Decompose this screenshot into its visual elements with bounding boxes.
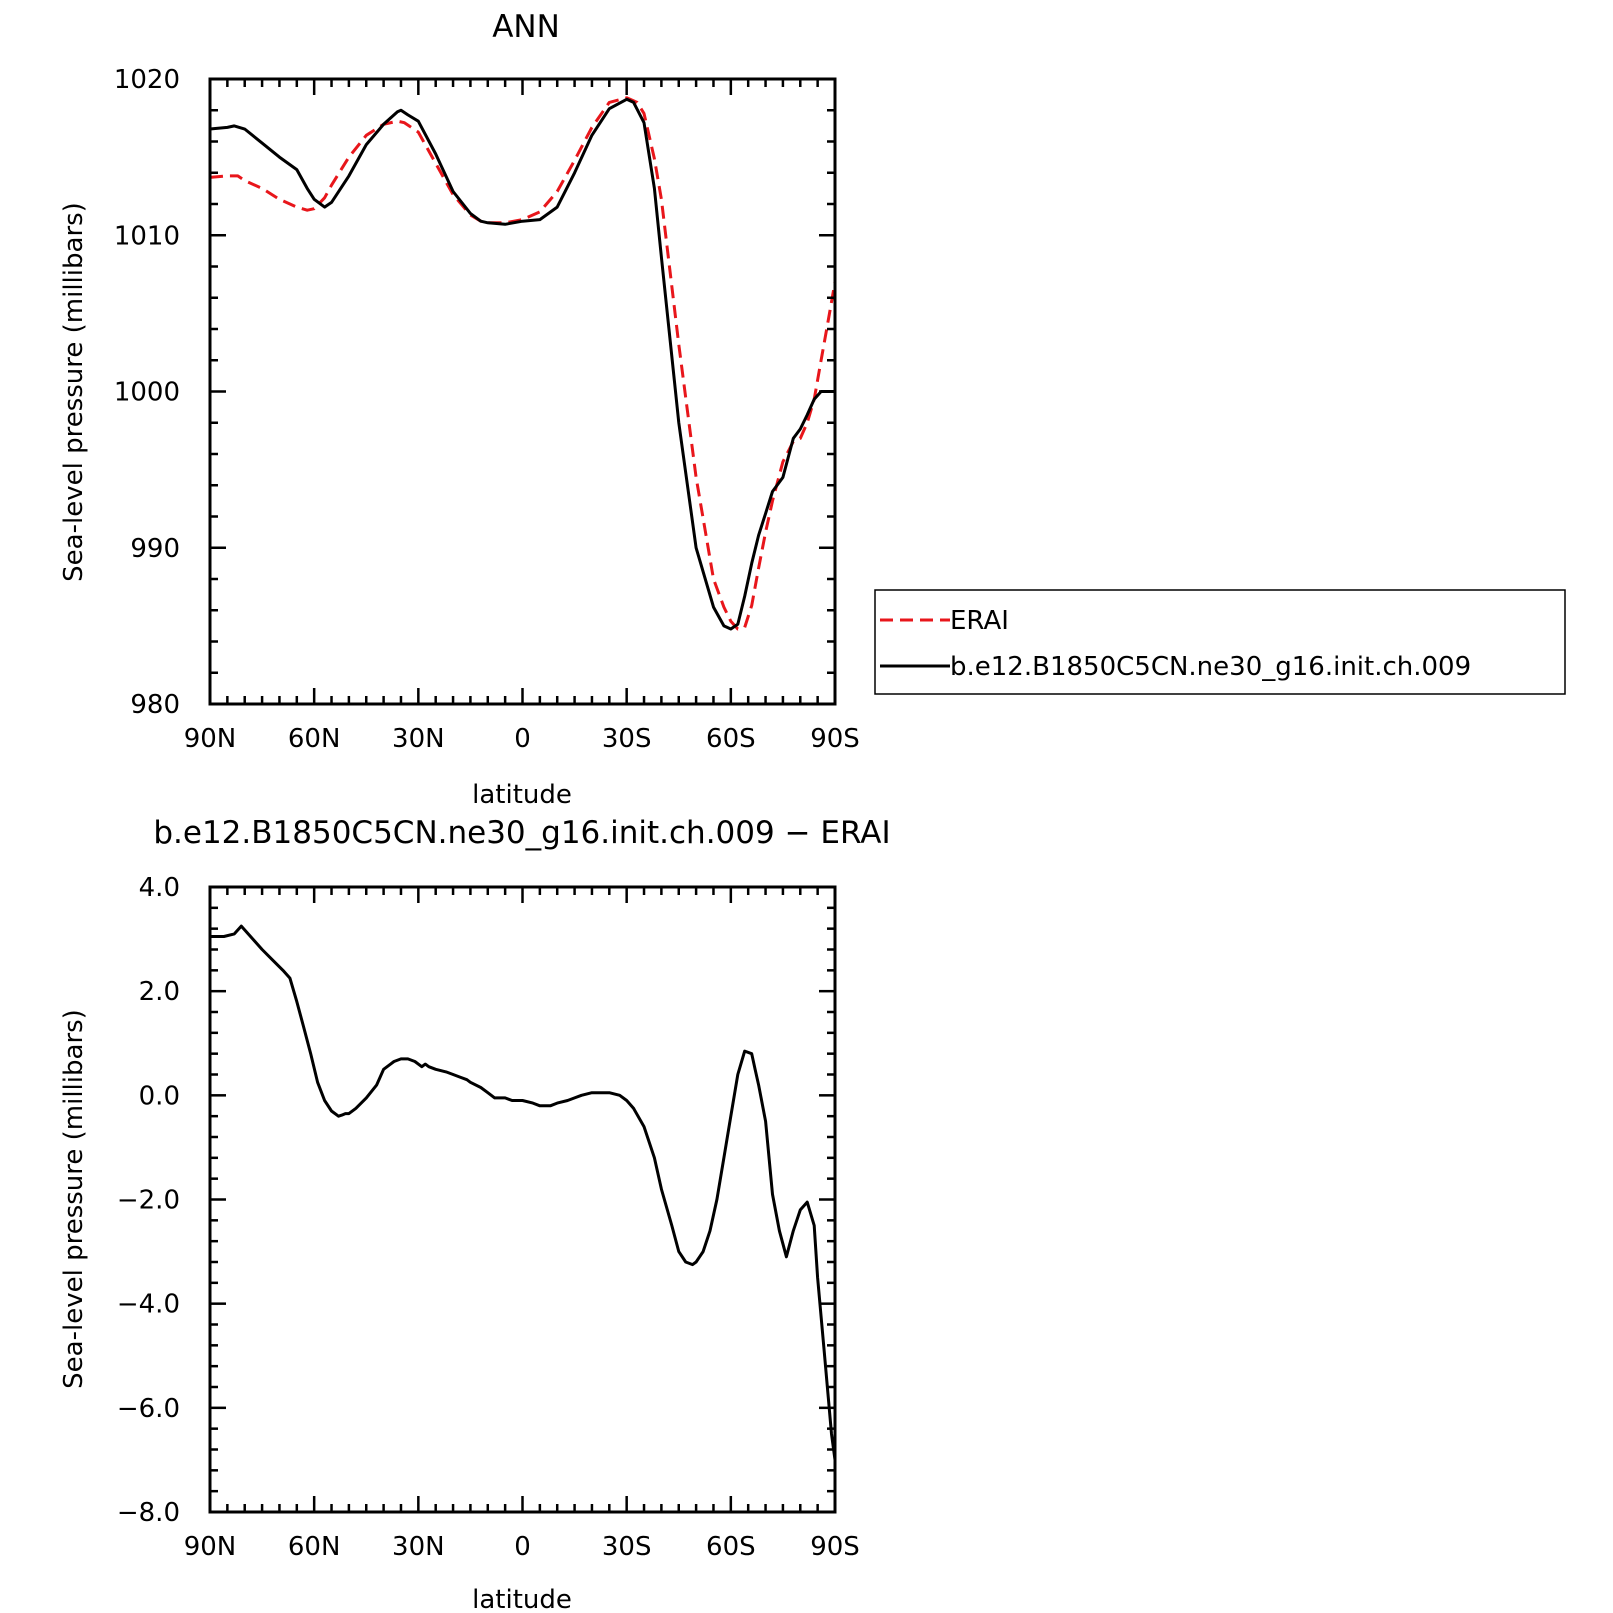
legend: ERAI b.e12.B1850C5CN.ne30_g16.init.ch.00…: [874, 589, 1566, 695]
top-series-line-b-e12-b1850c5cn-ne30-g16-init-ch-009: [209, 97, 835, 631]
bottom-x-tick-label: 0: [514, 1532, 531, 1562]
top-x-tick-label: 60N: [288, 724, 341, 754]
top-chart-title: ANN: [492, 9, 560, 45]
bottom-series-line-0: [210, 924, 837, 1461]
bottom-y-axis-label: Sea-level pressure (millibars): [59, 1009, 89, 1389]
top-y-tick-label: 980: [130, 690, 180, 720]
bottom-x-tick-label: 90S: [810, 1532, 860, 1562]
bottom-plot-frame: [208, 885, 837, 1514]
bottom-y-tick-label: −8.0: [117, 1498, 180, 1528]
bottom-x-tick-label: 30S: [602, 1532, 652, 1562]
bottom-y-tick-label: 0.0: [139, 1081, 180, 1111]
top-y-tick-label: 1020: [114, 65, 180, 95]
bottom-series-group: [210, 924, 837, 1461]
bottom-x-tick-label: 60N: [288, 1532, 341, 1562]
top-y-tick-label: 1010: [114, 221, 180, 251]
bottom-panel: b.e12.B1850C5CN.ne30_g16.init.ch.009 − E…: [59, 815, 891, 1613]
top-x-axis-label: latitude: [472, 780, 572, 810]
top-x-tick-label: 30N: [392, 724, 445, 754]
top-tick-group: 90N 60N 30N 0 30S 60S 90S 980 990 1000 1010 1020: [114, 65, 860, 754]
top-x-tick-label: 90S: [810, 724, 860, 754]
bottom-y-tick-label: −2.0: [117, 1186, 180, 1216]
bottom-x-axis-label: latitude: [472, 1585, 572, 1613]
top-series-group: [209, 96, 837, 631]
bottom-y-tick-label: −6.0: [117, 1394, 180, 1424]
top-y-axis-label: Sea-level pressure (millibars): [59, 202, 89, 582]
top-x-tick-label: 30S: [602, 724, 652, 754]
top-series-line-erai: [209, 96, 837, 631]
top-y-tick-label: 990: [130, 534, 180, 564]
top-x-tick-label: 60S: [706, 724, 756, 754]
legend-label-erai: ERAI: [950, 606, 1009, 636]
bottom-tick-group: 90N 60N 30N 0 30S 60S 90S −8.0 −6.0 −4.0 −2.0 0.0 2.…: [117, 873, 860, 1562]
bottom-x-tick-label: 30N: [392, 1532, 445, 1562]
top-x-tick-label: 90N: [184, 724, 237, 754]
bottom-x-tick-label: 90N: [184, 1532, 237, 1562]
bottom-chart-title: b.e12.B1850C5CN.ne30_g16.init.ch.009 − E…: [153, 815, 890, 851]
bottom-y-tick-label: 4.0: [139, 873, 180, 903]
bottom-x-tick-label: 60S: [706, 1532, 756, 1562]
legend-label-model: b.e12.B1850C5CN.ne30_g16.init.ch.009: [950, 652, 1471, 682]
top-panel: ANN 90N 60N 30N 0 30S 60S 90S 980 990 1000 1010 102…: [59, 9, 1566, 810]
legend-box: [874, 589, 1566, 695]
bottom-y-tick-label: 2.0: [139, 977, 180, 1007]
bottom-y-tick-label: −4.0: [117, 1290, 180, 1320]
top-x-tick-label: 0: [514, 724, 531, 754]
top-y-tick-label: 1000: [114, 378, 180, 408]
